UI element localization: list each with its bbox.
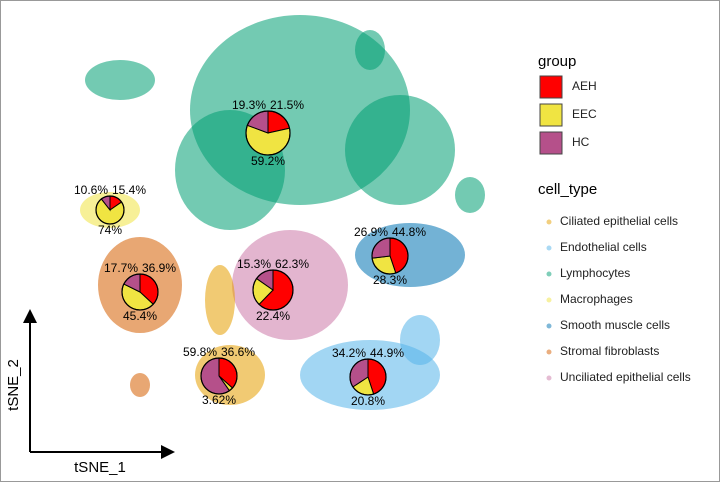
legend-title: group bbox=[538, 53, 576, 70]
data-label: 36.9% bbox=[142, 261, 176, 275]
pie-outline bbox=[95, 195, 125, 225]
legend-label: Unciliated epithelial cells bbox=[560, 370, 691, 384]
legend-key bbox=[546, 245, 552, 251]
legend-label: Macrophages bbox=[560, 292, 633, 306]
cluster bbox=[205, 265, 235, 335]
data-label: 22.4% bbox=[256, 309, 290, 323]
pie-outline bbox=[371, 237, 409, 275]
pie-outline bbox=[252, 269, 294, 311]
data-label: 74% bbox=[98, 223, 122, 237]
legend-label: HC bbox=[572, 135, 590, 149]
legend-label: Ciliated epithelial cells bbox=[560, 214, 678, 228]
legend-label: Endothelial cells bbox=[560, 240, 647, 254]
cluster bbox=[455, 177, 485, 213]
data-label: 45.4% bbox=[123, 309, 157, 323]
legend-label: Stromal fibroblasts bbox=[560, 344, 659, 358]
clusters bbox=[80, 15, 485, 410]
pie-outline bbox=[121, 273, 159, 311]
pie-outline bbox=[245, 110, 291, 156]
data-label: 62.3% bbox=[275, 257, 309, 271]
data-label: 15.4% bbox=[112, 183, 146, 197]
cluster bbox=[130, 373, 150, 397]
legend-label: EEC bbox=[572, 107, 597, 121]
data-label: 20.8% bbox=[351, 394, 385, 408]
legend-key bbox=[546, 219, 552, 225]
pie-outline bbox=[200, 357, 238, 395]
data-label: 59.8% bbox=[183, 345, 217, 359]
legend-label: Lymphocytes bbox=[560, 266, 630, 280]
data-label: 44.8% bbox=[392, 225, 426, 239]
data-label: 59.2% bbox=[251, 154, 285, 168]
cluster bbox=[400, 315, 440, 365]
x-label: tSNE_1 bbox=[74, 459, 126, 476]
legend-key bbox=[546, 323, 552, 329]
data-label: 21.5% bbox=[270, 98, 304, 112]
data-label: 19.3% bbox=[232, 98, 266, 112]
cluster bbox=[345, 95, 455, 205]
legend-label: Smooth muscle cells bbox=[560, 318, 670, 332]
legend-key bbox=[546, 349, 552, 355]
legend-title: cell_type bbox=[538, 181, 597, 198]
pie-outline bbox=[349, 358, 387, 396]
y-label: tSNE_2 bbox=[5, 359, 22, 411]
cluster bbox=[355, 30, 385, 70]
cluster bbox=[85, 60, 155, 100]
data-label: 44.9% bbox=[370, 346, 404, 360]
data-label: 3.62% bbox=[202, 393, 236, 407]
data-label: 26.9% bbox=[354, 225, 388, 239]
legend-key bbox=[539, 103, 563, 127]
legend-key bbox=[546, 297, 552, 303]
legend-key bbox=[539, 75, 563, 99]
data-label: 17.7% bbox=[104, 261, 138, 275]
data-label: 36.6% bbox=[221, 345, 255, 359]
legend-key bbox=[546, 375, 552, 381]
legend-key bbox=[546, 271, 552, 277]
legend-label: AEH bbox=[572, 79, 597, 93]
data-label: 10.6% bbox=[74, 183, 108, 197]
data-label: 34.2% bbox=[332, 346, 366, 360]
data-label: 15.3% bbox=[237, 257, 271, 271]
legend-key bbox=[539, 131, 563, 155]
data-label: 28.3% bbox=[373, 273, 407, 287]
